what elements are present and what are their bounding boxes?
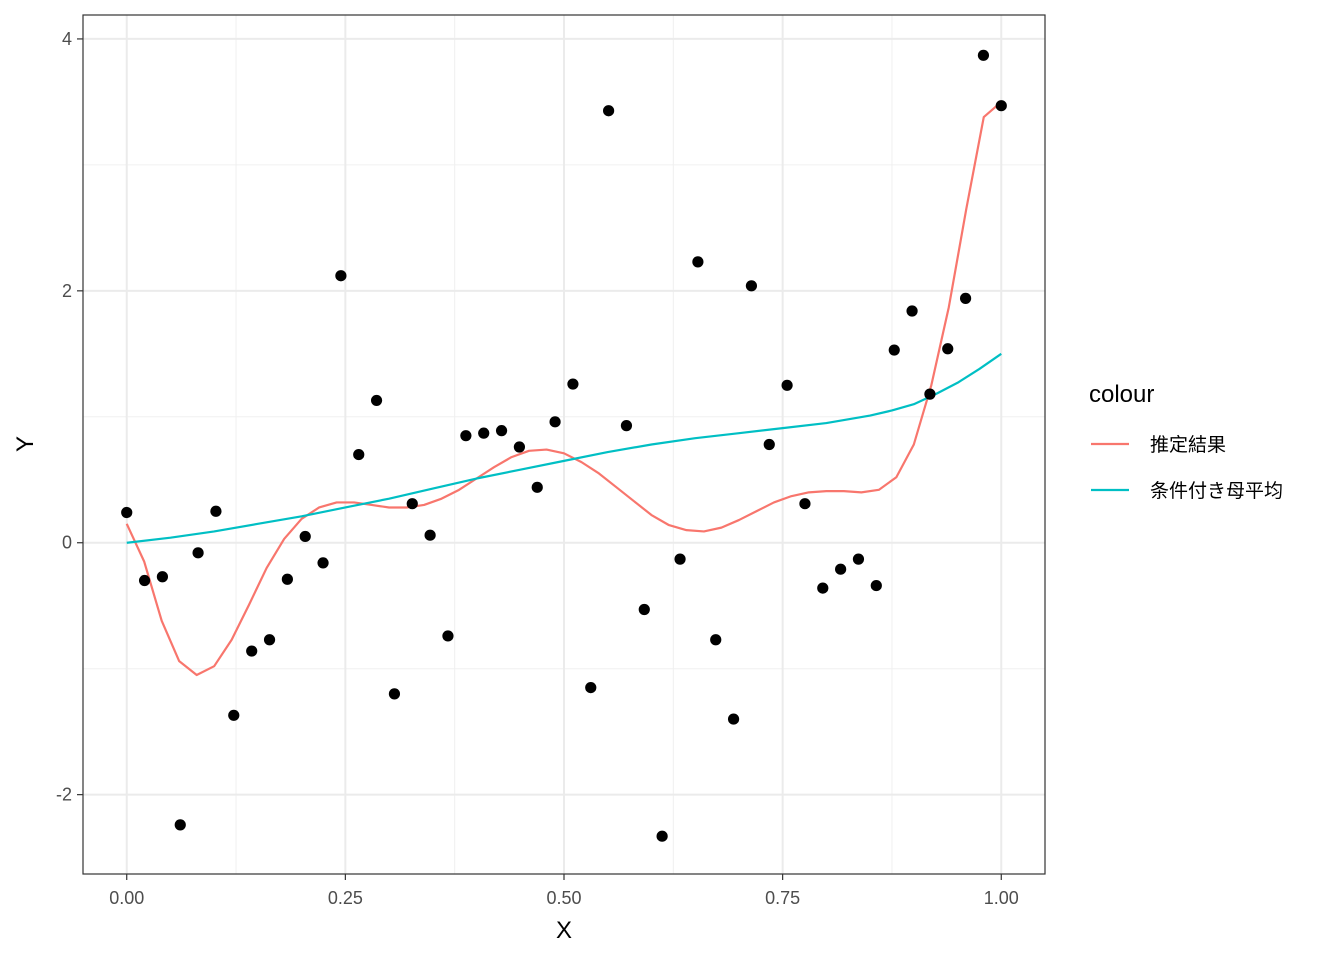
data-point [692, 256, 704, 268]
data-point [531, 481, 543, 493]
data-point [549, 416, 561, 428]
grid-major [83, 15, 1045, 874]
x-tick-label: 1.00 [984, 888, 1019, 908]
data-point [674, 553, 686, 565]
y-tick-label: 2 [62, 281, 72, 301]
data-point [888, 344, 900, 356]
legend-title: colour [1089, 381, 1154, 408]
data-point [710, 634, 722, 646]
y-tick-label: 4 [62, 29, 72, 49]
data-point [638, 603, 650, 616]
data-point [495, 425, 508, 437]
data-point [317, 557, 329, 569]
data-point [424, 529, 436, 541]
data-point [478, 427, 490, 439]
y-tick-label: -2 [56, 785, 72, 805]
series-line [126, 352, 1002, 544]
x-tick-label: 0.00 [109, 888, 144, 908]
data-point [959, 292, 972, 304]
data-point [924, 388, 936, 400]
data-point [228, 709, 240, 721]
data-point [460, 430, 472, 442]
data-point [781, 379, 793, 391]
data-point [745, 280, 758, 292]
data-point [942, 343, 954, 355]
data-point [299, 530, 311, 543]
data-point [246, 645, 258, 657]
x-tick-label: 0.25 [328, 888, 363, 908]
data-point [817, 582, 829, 594]
data-point [281, 573, 293, 585]
data-point [603, 105, 615, 117]
data-point [370, 394, 383, 407]
data-point [977, 49, 990, 61]
data-point [870, 579, 882, 592]
y-tick-label: 0 [62, 533, 72, 553]
data-point [995, 100, 1007, 112]
x-tick-label: 0.75 [765, 888, 800, 908]
series-line [125, 101, 1002, 677]
series-lines [125, 101, 1002, 677]
data-points [121, 49, 1007, 842]
data-point [656, 830, 668, 842]
data-point [763, 438, 775, 451]
data-point [835, 563, 847, 575]
data-point [513, 441, 526, 453]
data-point [406, 498, 418, 510]
data-point [263, 634, 276, 646]
data-point [620, 420, 633, 432]
data-point [335, 270, 347, 282]
x-axis: 0.00 0.25 0.50 0.75 1.00 [109, 874, 1019, 908]
y-axis: -2 0 2 4 [56, 29, 83, 805]
data-point [567, 378, 579, 390]
legend-label: 条件付き母平均 [1150, 480, 1283, 502]
data-point [585, 681, 597, 694]
data-point [388, 688, 401, 700]
data-point [156, 571, 169, 583]
data-point [353, 448, 365, 461]
legend-label: 推定結果 [1150, 434, 1226, 456]
data-point [852, 553, 865, 565]
x-tick-label: 0.50 [546, 888, 581, 908]
x-axis-title: X [556, 917, 572, 944]
data-point [906, 305, 918, 317]
data-point [210, 505, 222, 517]
data-point [192, 547, 204, 559]
data-point [138, 574, 151, 587]
data-point [174, 819, 186, 831]
data-point [799, 498, 811, 510]
data-point [442, 630, 454, 642]
data-point [121, 506, 133, 519]
data-point [727, 713, 740, 725]
y-axis-title: Y [12, 436, 39, 452]
